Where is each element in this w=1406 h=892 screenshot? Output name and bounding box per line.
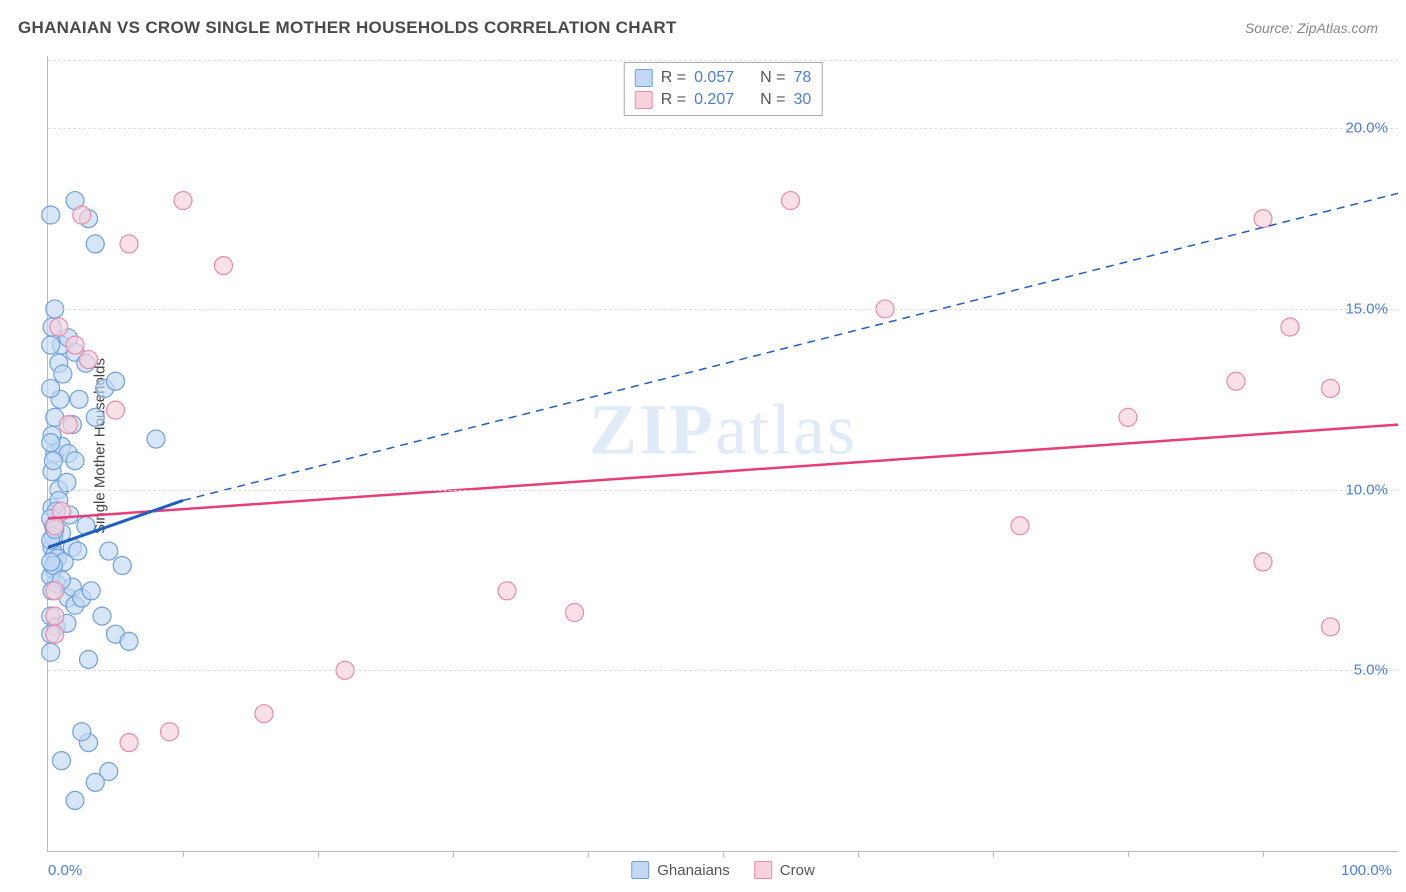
data-point [82,582,100,600]
data-point [46,607,64,625]
data-point [215,257,233,275]
data-point [42,336,60,354]
data-point [1254,210,1272,228]
data-point [93,607,111,625]
data-point [147,430,165,448]
x-axis-start-label: 0.0% [48,862,82,879]
data-point [46,582,64,600]
legend-swatch-crow [635,91,653,109]
data-point [70,390,88,408]
data-point [69,542,87,560]
data-point [73,206,91,224]
data-point [1322,618,1340,636]
data-point [53,752,71,770]
data-point [50,318,68,336]
trend-line [48,425,1398,519]
data-point [80,351,98,369]
data-point [42,643,60,661]
series-legend: Ghanaians Crow [631,861,815,879]
data-point [42,434,60,452]
data-point [161,723,179,741]
data-point [120,235,138,253]
x-tick [858,851,859,857]
chart-plot-area: ZIPatlas R = 0.057 N = 78 R = 0.207 N = … [47,56,1398,852]
data-point [120,632,138,650]
data-point [80,650,98,668]
x-tick [183,851,184,857]
y-tick-label: 10.0% [1345,481,1388,498]
data-point [1254,553,1272,571]
data-point [255,705,273,723]
gridline [48,670,1398,671]
y-tick-label: 20.0% [1345,120,1388,137]
data-point [54,365,72,383]
data-point [66,791,84,809]
y-tick-label: 15.0% [1345,300,1388,317]
data-point [66,452,84,470]
data-point [498,582,516,600]
data-point [107,372,125,390]
data-point [100,542,118,560]
data-point [107,401,125,419]
data-point [44,452,62,470]
legend-item-ghanaians: Ghanaians [631,861,730,879]
scatter-plot-svg [48,56,1398,851]
legend-item-crow: Crow [754,861,815,879]
trend-line [183,193,1398,500]
x-tick [588,851,589,857]
correlation-legend: R = 0.057 N = 78 R = 0.207 N = 30 [624,62,823,116]
x-tick [1128,851,1129,857]
data-point [42,379,60,397]
x-tick [993,851,994,857]
y-tick-label: 5.0% [1354,662,1388,679]
data-point [1011,517,1029,535]
correlation-legend-row-2: R = 0.207 N = 30 [635,89,812,111]
x-tick [318,851,319,857]
source-attribution: Source: ZipAtlas.com [1245,20,1378,36]
legend-swatch-ghanaians [635,69,653,87]
x-tick [453,851,454,857]
correlation-legend-row-1: R = 0.057 N = 78 [635,67,812,89]
data-point [73,723,91,741]
gridline [48,309,1398,310]
data-point [42,206,60,224]
data-point [59,416,77,434]
page-title: GHANAIAN VS CROW SINGLE MOTHER HOUSEHOLD… [18,18,677,38]
data-point [120,734,138,752]
data-point [46,625,64,643]
data-point [1281,318,1299,336]
data-point [86,235,104,253]
data-point [174,192,192,210]
gridline [48,60,1398,61]
data-point [113,557,131,575]
x-tick [1263,851,1264,857]
data-point [782,192,800,210]
legend-swatch-crow [754,861,772,879]
data-point [66,336,84,354]
gridline [48,128,1398,129]
data-point [1227,372,1245,390]
x-tick [723,851,724,857]
data-point [86,773,104,791]
legend-swatch-ghanaians [631,861,649,879]
data-point [566,604,584,622]
x-axis-end-label: 100.0% [1341,862,1392,879]
data-point [42,553,60,571]
data-point [1119,408,1137,426]
data-point [1322,379,1340,397]
data-point [86,408,104,426]
gridline [48,490,1398,491]
